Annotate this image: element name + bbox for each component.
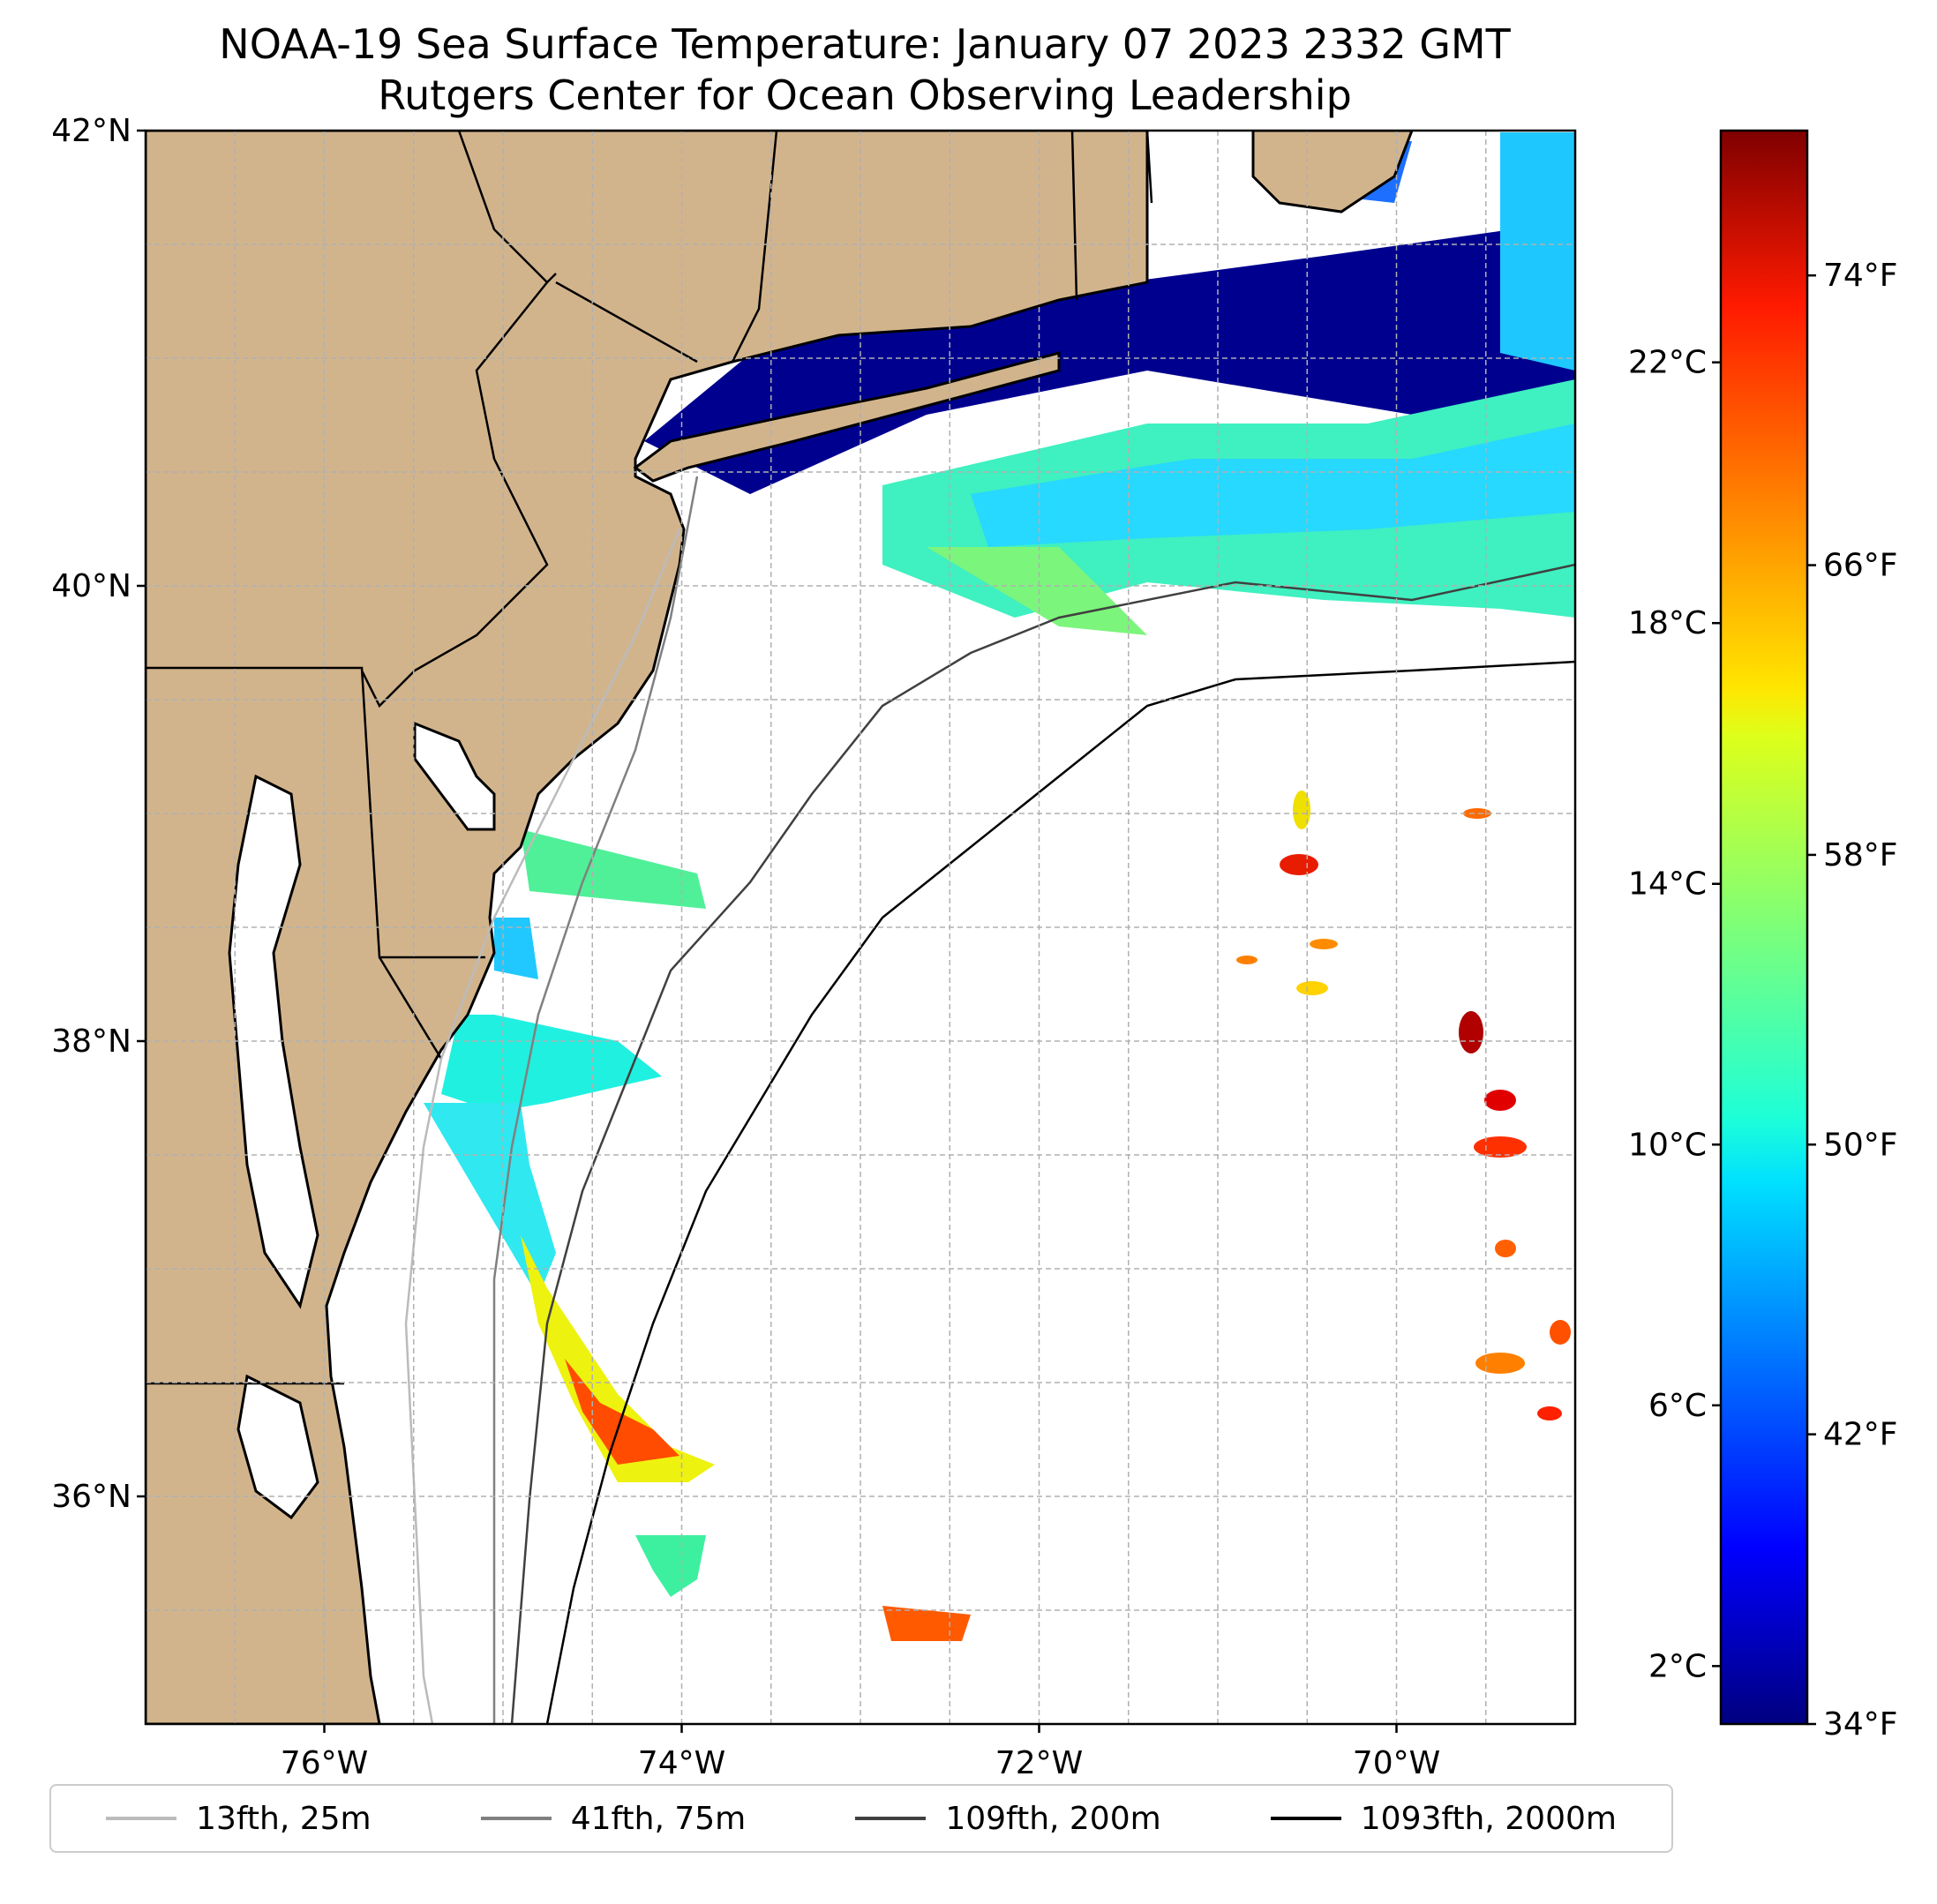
map-subtitle: Rutgers Center for Ocean Observing Leade… [378, 71, 1352, 119]
lon-tick-label: 72°W [995, 1745, 1083, 1781]
celsius-tick-label: 6°C [1648, 1388, 1707, 1424]
legend-line-swatch [855, 1817, 927, 1820]
legend-item: 1093fth, 2000m [1270, 1800, 1617, 1837]
celsius-tick-label: 10°C [1628, 1127, 1707, 1163]
lat-tick-label: 40°N [51, 568, 131, 604]
legend-label: 13fth, 25m [196, 1800, 372, 1837]
celsius-tick-label: 2°C [1648, 1648, 1707, 1684]
legend-label: 109fth, 200m [945, 1800, 1161, 1837]
celsius-tick-label: 14°C [1628, 866, 1707, 903]
fahrenheit-tick-label: 58°F [1823, 837, 1898, 873]
fahrenheit-tick-label: 66°F [1823, 548, 1898, 584]
legend-label: 1093fth, 2000m [1360, 1800, 1617, 1837]
legend-item: 109fth, 200m [855, 1800, 1161, 1837]
map-frame [144, 129, 1577, 1726]
map-title: NOAA-19 Sea Surface Temperature: January… [219, 20, 1511, 68]
legend-line-swatch [106, 1817, 177, 1820]
fahrenheit-tick-label: 50°F [1823, 1127, 1898, 1163]
fahrenheit-tick-label: 74°F [1823, 258, 1898, 294]
lon-tick-label: 76°W [281, 1745, 368, 1781]
map-axis-ticks: 42°N 40°N 38°N 36°N 76°W 74°W 72°W 70°W [51, 113, 1440, 1781]
lat-tick-label: 42°N [51, 113, 131, 149]
sst-map: 42°N 40°N 38°N 36°N 76°W 74°W 72°W 70°W 34°F 42°… [51, 113, 1897, 1781]
fahrenheit-tick-label: 42°F [1823, 1417, 1898, 1453]
map-gridlines [146, 131, 1575, 1724]
celsius-tick-label: 18°C [1628, 605, 1707, 641]
fahrenheit-tick-label: 34°F [1823, 1706, 1898, 1743]
sst-swath-north [644, 132, 1575, 635]
depth-legend: 13fth, 25m 41fth, 75m 109fth, 200m 1093fth,… [49, 1784, 1673, 1853]
lon-tick-label: 70°W [1353, 1745, 1440, 1781]
bathymetry-contours [404, 476, 1575, 1724]
colorbar [1719, 129, 1809, 1726]
legend-item: 13fth, 25m [106, 1801, 372, 1837]
colorbar-ticks: 34°F 42°F 50°F 58°F 66°F 74°F 2°C 6°C 10°C 14°C 18… [1628, 258, 1897, 1743]
legend-label: 41fth, 75m [570, 1800, 747, 1837]
legend-line-swatch [1270, 1817, 1341, 1820]
sst-swath-central [424, 829, 971, 1641]
lat-tick-label: 36°N [51, 1479, 131, 1515]
celsius-tick-label: 22°C [1628, 345, 1707, 381]
sst-warm-patches [1236, 791, 1571, 1421]
legend-line-swatch [480, 1817, 552, 1820]
legend-item: 41fth, 75m [480, 1800, 747, 1837]
lon-tick-label: 74°W [638, 1745, 725, 1781]
lat-tick-label: 38°N [51, 1023, 131, 1060]
